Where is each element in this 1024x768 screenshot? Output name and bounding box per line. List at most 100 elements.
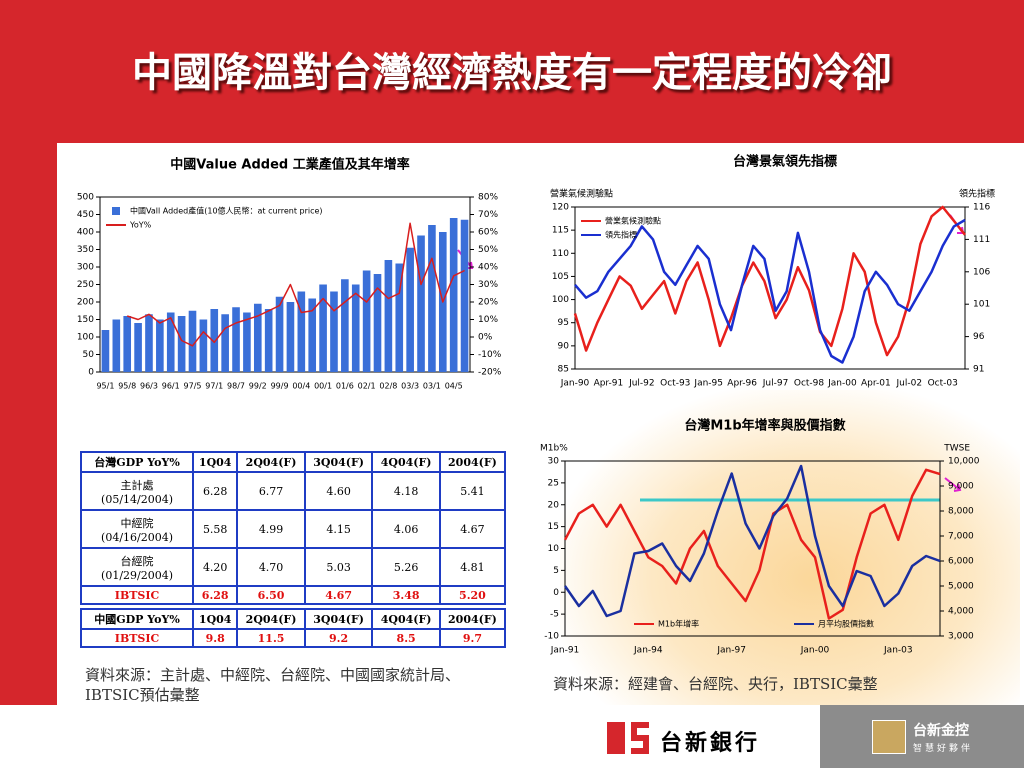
- bank-logo: [607, 722, 649, 754]
- bar: [308, 298, 317, 372]
- bar: [134, 323, 142, 372]
- x-tick-label: Jul-92: [628, 379, 655, 389]
- table-cell: 11.5: [236, 628, 306, 648]
- y-tick-label: 105: [552, 272, 569, 282]
- y2-tick-label: 10,000: [948, 457, 980, 467]
- y-tick-label: 500: [77, 193, 94, 203]
- y2-tick-label: 7,000: [948, 532, 974, 542]
- table-cell: 台經院 (01/29/2004): [79, 547, 195, 587]
- table-cell: 4.99: [236, 509, 306, 549]
- x-tick-label: Jul-97: [762, 379, 789, 389]
- x-tick-label: 97/5: [184, 382, 202, 391]
- table-cell: 9.7: [438, 628, 507, 648]
- bar: [243, 312, 251, 372]
- table-header: 中國GDP YoY%: [79, 608, 195, 630]
- table-cell: 5.26: [371, 547, 441, 587]
- table-cell: 6.28: [192, 585, 239, 605]
- table-cell: 4.70: [236, 547, 306, 587]
- table-header: 4Q04(F): [371, 451, 441, 473]
- x-tick-label: 04/5: [445, 382, 463, 391]
- table-header: 台灣GDP YoY%: [79, 451, 195, 473]
- bar: [319, 284, 327, 372]
- x-tick-label: 99/9: [271, 382, 289, 391]
- y-tick-label: 0: [553, 588, 559, 598]
- bar: [264, 309, 273, 372]
- table-header: 3Q04(F): [303, 608, 374, 630]
- bar: [460, 219, 469, 372]
- y-tick-label: 20: [548, 500, 560, 510]
- table-cell: 6.28: [192, 471, 239, 511]
- slide-title: 中國降溫對台灣經濟熱度有一定程度的冷卻: [132, 49, 892, 96]
- y-tick-label: -10: [544, 632, 559, 642]
- table-cell: 4.60: [303, 471, 374, 511]
- table-cell: 4.18: [371, 471, 441, 511]
- bar: [145, 314, 153, 372]
- y-tick-label: 100: [77, 333, 94, 343]
- y2-tick-label: 111: [973, 235, 990, 245]
- table-cell: 4.15: [303, 509, 374, 549]
- bar: [188, 310, 197, 372]
- y-axis-title: 營業氣候測驗點: [550, 188, 613, 200]
- line: [126, 222, 465, 347]
- bar: [449, 218, 458, 372]
- bar: [341, 279, 349, 372]
- bar: [384, 260, 393, 372]
- y2-tick-label: 0%: [478, 333, 493, 343]
- legend-swatch: [112, 207, 120, 215]
- y-tick-label: 350: [77, 245, 94, 255]
- bar: [112, 319, 121, 372]
- bar: [406, 247, 414, 372]
- table-cell: 3.48: [371, 585, 441, 605]
- y-tick-label: 25: [548, 478, 559, 488]
- x-tick-label: Jan-00: [827, 379, 857, 389]
- table-cell: 9.2: [303, 628, 374, 648]
- footer-band: [820, 705, 1024, 768]
- table-header: 4Q04(F): [371, 608, 441, 630]
- table-header: 2Q04(F): [236, 608, 306, 630]
- y2-tick-label: 60%: [478, 228, 498, 238]
- y2-tick-label: 106: [973, 267, 990, 277]
- y2-tick-label: 5,000: [948, 582, 974, 592]
- table-cell: IBTSIC: [79, 628, 195, 648]
- y-tick-label: 200: [77, 298, 94, 308]
- y-tick-label: 120: [552, 203, 569, 213]
- bar: [166, 312, 175, 372]
- y-tick-label: 100: [552, 295, 569, 305]
- bar: [351, 284, 360, 372]
- chart-title: 台灣M1b年增率與股價指數: [684, 418, 845, 434]
- source-note: 資料來源：主計處、中經院、台經院、中國國家統計局、IBTSIC預估彙整: [85, 666, 461, 704]
- x-tick-label: 97/1: [205, 382, 223, 391]
- source-note: 資料來源：經建會、台經院、央行，IBTSIC彙整: [553, 675, 878, 693]
- bar: [275, 296, 284, 372]
- y2-tick-label: 96: [973, 332, 985, 342]
- y-tick-label: -5: [550, 610, 559, 620]
- legend-label: 領先指標: [605, 230, 637, 240]
- table-cell: 4.06: [371, 509, 441, 549]
- y-tick-label: 110: [552, 249, 569, 259]
- table-cell: 5.03: [303, 547, 374, 587]
- bar: [373, 274, 382, 372]
- table-cell: 5.58: [192, 509, 239, 549]
- slogan: 智慧好夥伴: [913, 744, 974, 754]
- x-tick-label: 95/8: [118, 382, 136, 391]
- y2-tick-label: 8,000: [948, 507, 974, 517]
- line: [574, 218, 966, 364]
- y-tick-label: 90: [558, 341, 570, 351]
- legend-label: YoY%: [129, 221, 152, 230]
- table-cell: 6.77: [236, 471, 306, 511]
- plot-frame: [99, 196, 471, 373]
- y-tick-label: 15: [548, 522, 559, 532]
- china-gdp-table: 中國GDP YoY% 1Q04 2Q04(F) 3Q04(F) 4Q04(F) 2004(…: [79, 608, 507, 648]
- y-tick-label: 115: [552, 226, 569, 236]
- x-tick-label: Jan-91: [550, 646, 580, 656]
- legend-label: 營業氣候測驗點: [605, 216, 661, 226]
- table-cell: 5.41: [438, 471, 507, 511]
- y2-tick-label: 70%: [478, 210, 498, 220]
- footer: 台新銀行 台新金控 智慧好夥伴: [0, 705, 1024, 768]
- bank-name: 台新銀行: [660, 731, 761, 756]
- bar: [362, 270, 371, 372]
- x-tick-label: Oct-93: [660, 379, 690, 389]
- y2-tick-label: 50%: [478, 245, 498, 255]
